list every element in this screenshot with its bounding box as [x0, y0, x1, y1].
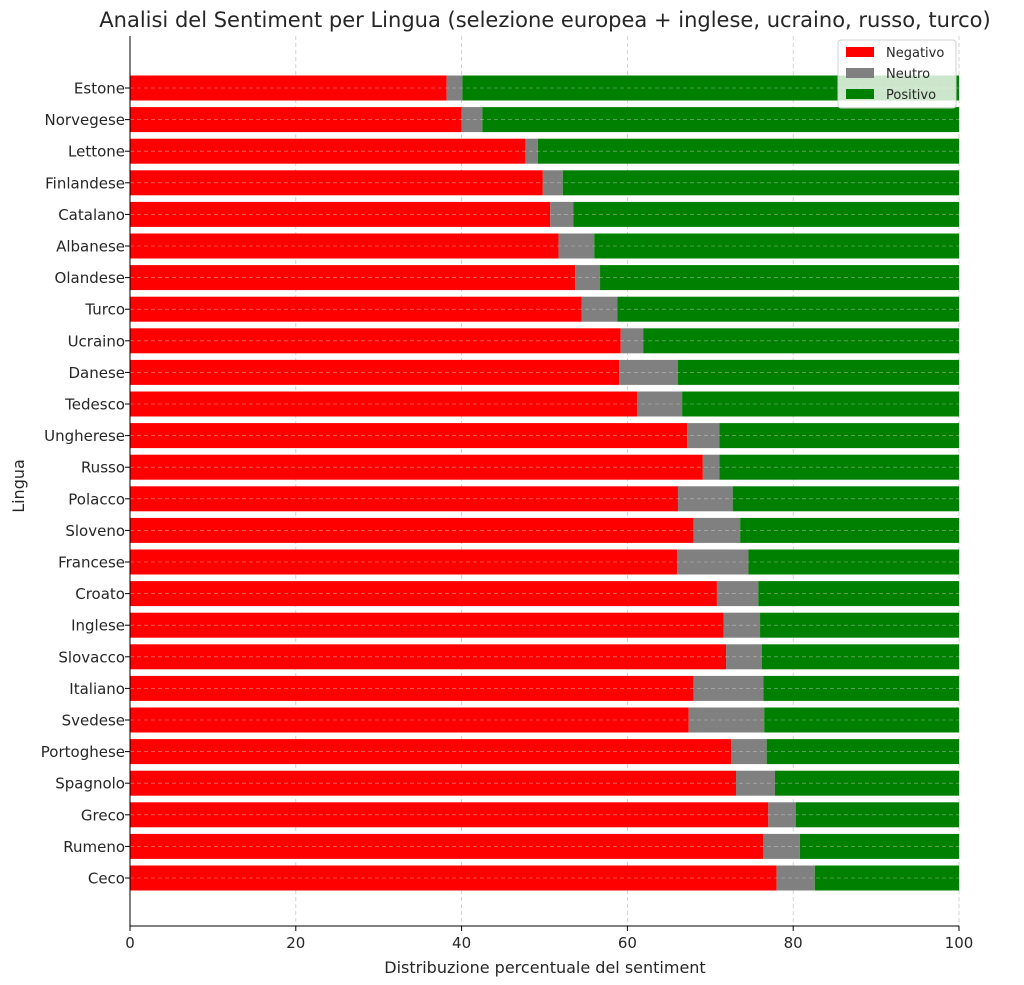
y-tick-label: Catalano: [58, 206, 125, 224]
x-tick-label: 40: [452, 934, 471, 952]
bar-neutro-catalano: [550, 201, 574, 227]
y-tick-label: Danese: [68, 364, 125, 382]
x-axis-label: Distribuzione percentuale del sentiment: [384, 958, 705, 977]
y-tick-label: Svedese: [62, 712, 125, 730]
y-tick-label: Rumeno: [63, 838, 125, 856]
y-tick-label: Finlandese: [45, 174, 125, 192]
y-tick-label: Greco: [81, 806, 125, 824]
bar-neutro-norvegese: [461, 107, 483, 133]
y-tick-label: Spagnolo: [55, 775, 125, 793]
chart-title: Analisi del Sentiment per Lingua (selezi…: [99, 8, 990, 32]
bar-negativo-croato: [130, 581, 717, 607]
bar-positivo-olandese: [600, 265, 959, 291]
legend-swatch-negativo: [846, 47, 874, 57]
y-tick-label: Estone: [74, 80, 125, 98]
legend-label-negativo: Negativo: [886, 46, 944, 61]
y-tick-label: Olandese: [55, 269, 125, 287]
y-tick-label: Polacco: [68, 490, 125, 508]
y-axis-label: Lingua: [9, 459, 28, 513]
x-tick-label: 60: [618, 934, 637, 952]
y-tick-label: Inglese: [71, 617, 125, 635]
bar-neutro-croato: [716, 581, 759, 607]
y-tick-label: Ungherese: [44, 427, 125, 445]
axes: [129, 36, 959, 927]
y-tick-label: Croato: [75, 585, 125, 603]
y-tick-label: Ucraino: [68, 332, 125, 350]
y-tick-label: Francese: [58, 554, 125, 572]
bar-negativo-svedese: [130, 707, 689, 733]
y-tick-label: Italiano: [69, 680, 125, 698]
legend-label-neutro: Neutro: [886, 67, 930, 82]
y-tick-label: Ceco: [88, 870, 125, 888]
bars-group: [130, 75, 959, 891]
x-tick-labels: 0 20 40 60 80 100: [125, 926, 973, 952]
y-tick-label: Tedesco: [64, 396, 125, 414]
legend: Negativo Neutro Positivo: [837, 39, 957, 109]
y-tick-label: Portoghese: [41, 743, 125, 761]
y-tick-label: Albanese: [56, 238, 125, 256]
x-tick-label: 100: [945, 934, 974, 952]
bar-positivo-sloveno: [740, 517, 959, 543]
bar-positivo-ucraino: [643, 328, 959, 354]
bar-negativo-portoghese: [130, 739, 732, 765]
legend-swatch-neutro: [846, 68, 874, 78]
y-tick-labels: Estone Norvegese Lettone Finlandese Catalano…: [41, 80, 130, 888]
y-tick-label: Russo: [81, 459, 125, 477]
y-tick-label: Norvegese: [45, 111, 125, 129]
x-tick-label: 20: [286, 934, 305, 952]
legend-label-positivo: Positivo: [886, 88, 936, 103]
y-tick-label: Sloveno: [65, 522, 125, 540]
y-tick-label: Turco: [84, 301, 125, 319]
legend-swatch-positivo: [846, 89, 874, 99]
y-tick-label: Slovacco: [58, 648, 125, 666]
bar-negativo-ungherese: [130, 423, 688, 449]
x-tick-label: 80: [784, 934, 803, 952]
bar-negativo-olandese: [130, 265, 576, 291]
bar-positivo-greco: [795, 802, 959, 828]
y-tick-label: Lettone: [68, 143, 125, 161]
bar-neutro-ucraino: [620, 328, 644, 354]
x-tick-label: 0: [125, 934, 135, 952]
